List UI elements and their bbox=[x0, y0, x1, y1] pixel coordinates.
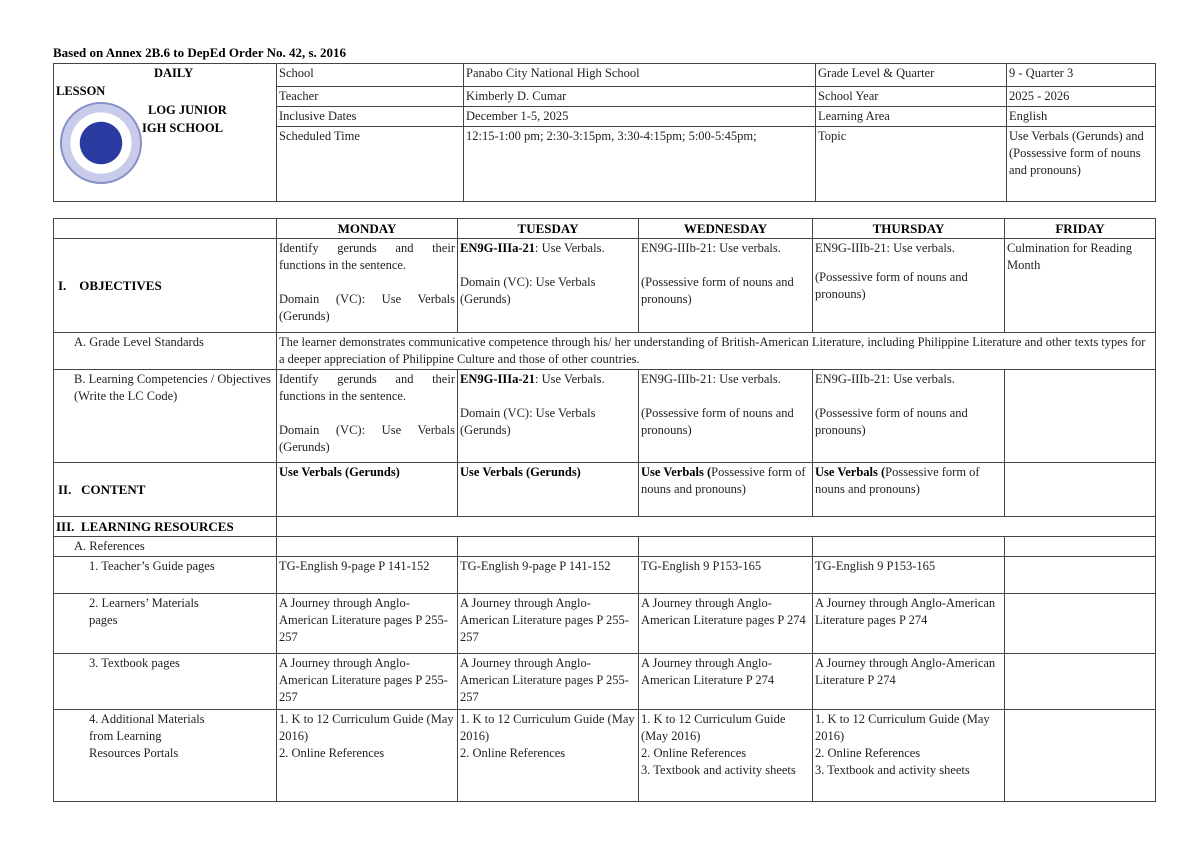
dll-title: DAILY LESSON LOG JUNIOR IGH SCHOOL bbox=[54, 64, 276, 199]
day-header: MONDAY bbox=[276, 218, 458, 239]
value-year: 2025 - 2026 bbox=[1006, 86, 1156, 107]
label-teacher: Teacher bbox=[276, 86, 464, 107]
title-line: LESSON bbox=[56, 84, 106, 98]
cell-text: EN9G-IIIb-21: Use verbals. bbox=[815, 241, 955, 255]
cell-text: : Use Verbals. bbox=[535, 241, 605, 255]
day-header: THURSDAY bbox=[812, 218, 1005, 239]
cell-text: 2. Online References bbox=[279, 746, 385, 760]
cell-text: TG-English 9 P153-165 bbox=[812, 556, 1005, 594]
deped-logo bbox=[60, 102, 142, 184]
cell-text: 1. K to 12 Curriculum Guide (May 2016) bbox=[641, 712, 786, 743]
label-school: School bbox=[276, 63, 464, 87]
cell-text: 3. Textbook and activity sheets bbox=[815, 763, 970, 777]
cell-text: Use Verbals ( bbox=[815, 465, 886, 479]
document-caption: Based on Annex 2B.6 to DepEd Order No. 4… bbox=[53, 45, 347, 60]
lc-label: B. Learning Competencies / Objectives (W… bbox=[53, 369, 277, 463]
cell-text: Domain (VC): Use Verbals (Gerunds) bbox=[279, 423, 455, 454]
header-table: DAILY LESSON LOG JUNIOR IGH SCHOOL Schoo… bbox=[53, 63, 1156, 202]
cell-text: (Possessive form of nouns and pronouns) bbox=[641, 275, 794, 306]
value-topic: Use Verbals (Gerunds) and (Possessive fo… bbox=[1006, 126, 1156, 202]
cell-text: Culmination for Reading Month bbox=[1004, 238, 1156, 333]
title-line: IGH SCHOOL bbox=[142, 121, 223, 135]
cell-text: (Possessive form of nouns and pronouns) bbox=[815, 406, 968, 437]
cell-text: EN9G-IIIb-21: Use verbals. bbox=[641, 372, 781, 386]
label-dates: Inclusive Dates bbox=[276, 106, 464, 127]
title-line: LOG JUNIOR bbox=[148, 103, 227, 117]
cell-text: EN9G-IIIb-21: Use verbals. bbox=[641, 241, 781, 255]
value-time: 12:15-1:00 pm; 2:30-3:15pm, 3:30-4:15pm;… bbox=[463, 126, 816, 202]
cell-text: TG-English 9 P153-165 bbox=[638, 556, 813, 594]
cell-text: 1. K to 12 Curriculum Guide (May 2016) bbox=[460, 712, 635, 743]
cell-text: 1. K to 12 Curriculum Guide (May 2016) bbox=[279, 712, 454, 743]
gls-label: A. Grade Level Standards bbox=[53, 332, 277, 370]
cell-text: Use Verbals ( bbox=[641, 465, 712, 479]
cell-text: A Journey through Anglo-American Literat… bbox=[457, 653, 639, 710]
day-header: TUESDAY bbox=[457, 218, 639, 239]
cell-text: A Journey through Anglo-American Literat… bbox=[812, 653, 1005, 710]
additional-label: 4. Additional Materials from Learning Re… bbox=[53, 709, 277, 802]
cell-text: A Journey through Anglo-American Literat… bbox=[276, 653, 458, 710]
objectives-label: I. OBJECTIVES bbox=[53, 238, 277, 333]
label-topic: Topic bbox=[815, 126, 1007, 202]
content-label: II. CONTENT bbox=[53, 462, 277, 517]
label-year: School Year bbox=[815, 86, 1007, 107]
cell-text: 2. Online References bbox=[641, 746, 747, 760]
cell-text: (Possessive form of nouns and pronouns) bbox=[815, 270, 968, 301]
label-time: Scheduled Time bbox=[276, 126, 464, 202]
textbook-label: 3. Textbook pages bbox=[53, 653, 277, 710]
cell-text: 2. Online References bbox=[460, 746, 566, 760]
cell-text: Domain (VC): Use Verbals (Gerunds) bbox=[460, 275, 596, 306]
cell-text: A Journey through Anglo-American Literat… bbox=[276, 593, 458, 654]
lm-label: 2. Learners’ Materials pages bbox=[53, 593, 277, 654]
cell-text: A Journey through Anglo-American Literat… bbox=[638, 593, 813, 654]
lc-code: EN9G-IIIa-21 bbox=[460, 372, 536, 386]
cell-text: Domain (VC): Use Verbals (Gerunds) bbox=[279, 292, 455, 323]
tg-label: 1. Teacher’s Guide pages bbox=[53, 556, 277, 594]
cell-text: Possessive form of nouns and pronouns) bbox=[641, 465, 806, 496]
value-grade: 9 - Quarter 3 bbox=[1006, 63, 1156, 87]
lc-code: EN9G-IIIa-21 bbox=[460, 241, 536, 255]
cell-text: Domain (VC): Use Verbals (Gerunds) bbox=[460, 406, 596, 437]
references-label: A. References bbox=[53, 536, 277, 557]
cell-text: Identify gerunds and their functions in … bbox=[279, 372, 455, 403]
label-area: Learning Area bbox=[815, 106, 1007, 127]
day-header: WEDNESDAY bbox=[638, 218, 813, 239]
value-area: English bbox=[1006, 106, 1156, 127]
gls-text: The learner demonstrates communicative c… bbox=[276, 332, 1156, 370]
lesson-table: MONDAY TUESDAY WEDNESDAY THURSDAY FRIDAY… bbox=[53, 218, 1156, 802]
day-header: FRIDAY bbox=[1004, 218, 1156, 239]
resources-label: III. LEARNING RESOURCES bbox=[53, 516, 277, 537]
cell-text: A Journey through Anglo-American Literat… bbox=[812, 593, 1005, 654]
label-grade: Grade Level & Quarter bbox=[815, 63, 1007, 87]
cell-text: Use Verbals (Gerunds) bbox=[276, 462, 458, 517]
value-school: Panabo City National High School bbox=[463, 63, 816, 87]
cell-text: TG-English 9-page P 141-152 bbox=[276, 556, 458, 594]
title-line: DAILY bbox=[154, 66, 194, 80]
cell-text: A Journey through Anglo-American Literat… bbox=[457, 593, 639, 654]
cell-text: Use Verbals (Gerunds) bbox=[457, 462, 639, 517]
value-dates: December 1-5, 2025 bbox=[463, 106, 816, 127]
cell-text: EN9G-IIIb-21: Use verbals. bbox=[815, 372, 955, 386]
cell-text: 1. K to 12 Curriculum Guide (May 2016) bbox=[815, 712, 990, 743]
value-teacher: Kimberly D. Cumar bbox=[463, 86, 816, 107]
cell-text: 3. Textbook and activity sheets bbox=[641, 763, 796, 777]
cell-text: : Use Verbals. bbox=[535, 372, 605, 386]
cell-text: Possessive form of nouns and pronouns) bbox=[815, 465, 980, 496]
cell-text: 2. Online References bbox=[815, 746, 921, 760]
cell-text: Identify gerunds and their functions in … bbox=[279, 241, 455, 272]
cell-text: A Journey through Anglo-American Literat… bbox=[638, 653, 813, 710]
cell-text: TG-English 9-page P 141-152 bbox=[457, 556, 639, 594]
cell-text: (Possessive form of nouns and pronouns) bbox=[641, 406, 794, 437]
